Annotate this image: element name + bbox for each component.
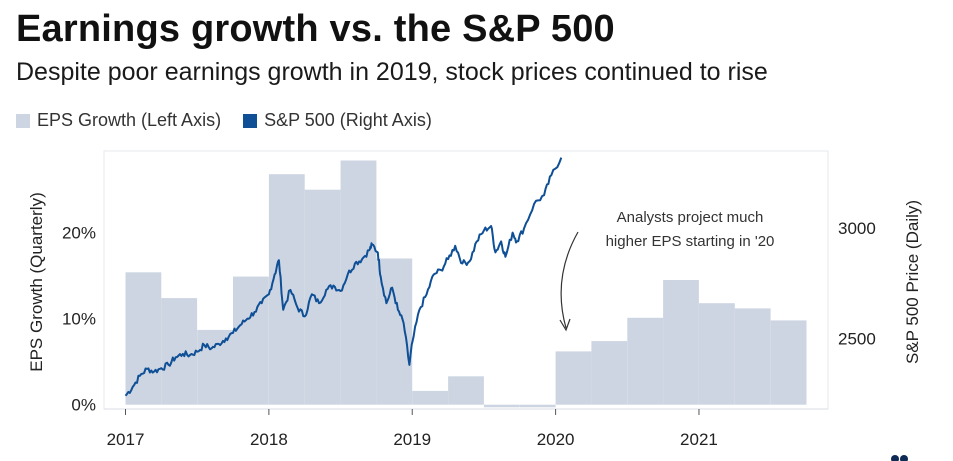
left-tick-label-10: 10% <box>62 310 96 329</box>
eps-bar-2017-q2 <box>161 298 198 405</box>
eps-bar-2018-q1 <box>268 174 305 405</box>
x-tick-label-2017: 2017 <box>107 430 145 449</box>
legend: EPS Growth (Left Axis) S&P 500 (Right Ax… <box>16 110 454 131</box>
right-tick-label-2500: 2500 <box>838 329 876 348</box>
x-axis: 2017 2018 2019 2020 2021 <box>104 408 828 449</box>
legend-label-sp500: S&P 500 (Right Axis) <box>264 110 432 130</box>
eps-bar-2017-q4 <box>233 276 269 405</box>
eps-bar-2019-q4 <box>519 404 556 408</box>
eps-bar-2019-q2 <box>448 376 484 405</box>
eps-bar-2017-q3 <box>197 329 233 405</box>
left-tick-label-20: 20% <box>62 224 96 243</box>
annotation-arrow-shaft <box>560 231 579 329</box>
x-tick-label-2018: 2018 <box>250 430 288 449</box>
eps-bar-2017-q1 <box>125 272 162 405</box>
right-tick-label-3000: 3000 <box>838 219 876 238</box>
legend-swatch-eps <box>16 113 30 128</box>
eps-bar-2021-q2 <box>734 308 771 405</box>
eps-bars <box>125 160 807 408</box>
legend-item-sp500: S&P 500 (Right Axis) <box>243 110 432 131</box>
legend-item-eps: EPS Growth (Left Axis) <box>16 110 221 131</box>
eps-bar-2019-q3 <box>483 404 520 408</box>
right-axis-title: S&P 500 Price (Daily) <box>903 200 922 364</box>
legend-swatch-sp500 <box>243 113 258 128</box>
eps-bar-2018-q3 <box>340 160 377 405</box>
legend-label-eps: EPS Growth (Left Axis) <box>37 110 222 130</box>
eps-bar-2019-q1 <box>412 390 448 405</box>
right-axis: 2500 3000 <box>838 219 876 348</box>
eps-bar-2020-q1 <box>555 351 592 405</box>
chart-title: Earnings growth vs. the S&P 500 <box>16 8 615 50</box>
x-tick-label-2019: 2019 <box>393 430 431 449</box>
x-tick-label-2021: 2021 <box>680 430 718 449</box>
left-axis: 0% 10% 20% <box>62 224 96 415</box>
chart-subtitle: Despite poor earnings growth in 2019, st… <box>16 58 768 86</box>
eps-bar-2021-q1 <box>699 303 735 405</box>
annotation-arrow-head <box>559 318 571 332</box>
sp500-line-group <box>124 157 563 397</box>
annotation: Analysts project much higher EPS startin… <box>559 209 775 332</box>
eps-bar-2020-q2 <box>591 341 628 405</box>
sp500-line <box>124 157 563 397</box>
annotation-line-2: higher EPS starting in '20 <box>606 233 775 250</box>
eps-bar-2021-q3 <box>770 320 807 405</box>
annotation-line-1: Analysts project much <box>617 209 764 226</box>
left-tick-label-0: 0% <box>71 396 96 415</box>
x-tick-label-2020: 2020 <box>537 430 575 449</box>
eps-bar-2020-q4 <box>663 280 699 405</box>
eps-bar-2020-q3 <box>627 317 664 405</box>
left-axis-title: EPS Growth (Quarterly) <box>27 192 46 372</box>
